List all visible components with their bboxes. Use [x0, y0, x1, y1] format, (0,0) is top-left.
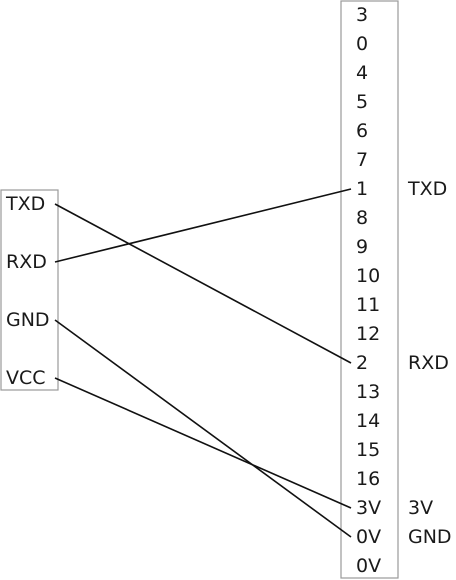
module-box	[1, 190, 58, 390]
connector-pin-14-14: 14	[356, 410, 380, 432]
function-label-gnd: GND	[408, 526, 452, 548]
connector-pin-15-15: 15	[356, 439, 380, 461]
module-pin-rxd: RXD	[6, 251, 47, 273]
connector-pin-16-16: 16	[356, 468, 380, 490]
connector-pin-0-1: 0	[356, 33, 368, 55]
connector-pin-11-10: 11	[356, 294, 380, 316]
connector-pin-12-11: 12	[356, 323, 380, 345]
wire-rxd-to-1	[55, 189, 351, 262]
connector-pin-13-13: 13	[356, 381, 380, 403]
module-pin-vcc: VCC	[6, 367, 46, 389]
connector-pin-10-9: 10	[356, 265, 380, 287]
wires	[55, 189, 351, 537]
connector-pin-6-4: 6	[356, 120, 368, 142]
connector-pin-8-7: 8	[356, 207, 368, 229]
connector-pin-3-0: 3	[356, 4, 368, 26]
wire-vcc-to-3v	[55, 378, 351, 508]
connector-pin-4-2: 4	[356, 62, 368, 84]
wire-txd-to-2	[55, 204, 351, 363]
module-pin-gnd: GND	[6, 309, 50, 331]
connector-pin-5-3: 5	[356, 91, 368, 113]
connector-pin-7-5: 7	[356, 149, 368, 171]
connector-pin-0v-19: 0V	[356, 555, 381, 577]
connector-pin-1-6: 1	[356, 178, 368, 200]
function-label-txd: TXD	[407, 178, 447, 200]
connector-pin-2-12: 2	[356, 352, 368, 374]
connector-function-labels: TXD RXD 3V GND	[407, 178, 452, 548]
connector-pin-3v-17: 3V	[356, 497, 381, 519]
function-label-3v: 3V	[408, 497, 433, 519]
module-pin-labels: TXD RXD GND VCC	[5, 193, 50, 389]
connector-pin-9-8: 9	[356, 236, 368, 258]
connector-pin-labels: 3 0 4 5 6 7 1 8 9 10 11 12 2 13 14 15 16 3V 0V 0V	[356, 4, 381, 577]
connector-pin-0v-18: 0V	[356, 526, 381, 548]
function-label-rxd: RXD	[408, 352, 449, 374]
wire-gnd-to-0v	[55, 320, 351, 537]
connector-box	[341, 1, 398, 578]
module-pin-txd: TXD	[5, 193, 45, 215]
